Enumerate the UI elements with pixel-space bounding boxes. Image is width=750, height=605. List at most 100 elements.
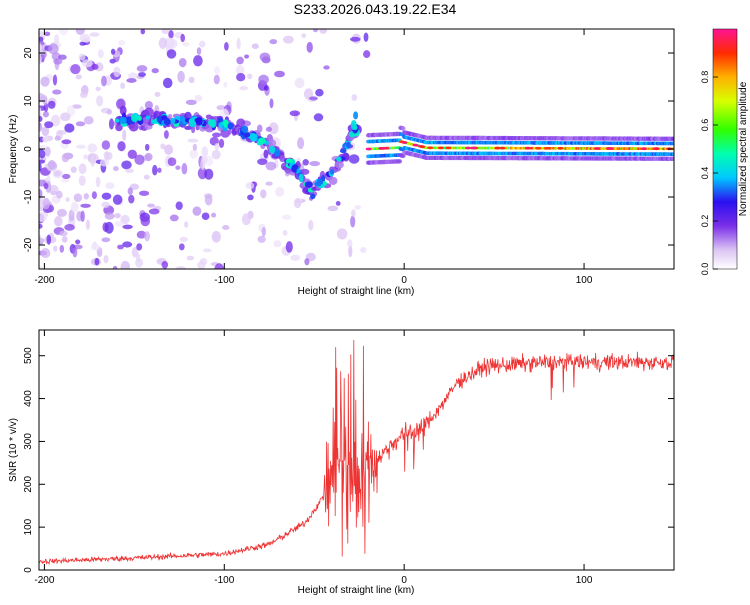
heatmap-cell	[120, 82, 126, 89]
heatmap-cell	[244, 54, 250, 59]
heatmap-cell	[323, 65, 330, 70]
heatmap-cell	[39, 188, 43, 199]
heatmap-cell	[184, 111, 192, 120]
heatmap-cell	[44, 121, 54, 129]
heatmap-cell	[336, 156, 342, 162]
heatmap-cell	[54, 135, 61, 141]
heatmap-cell	[97, 49, 104, 59]
heatmap-cell	[315, 88, 324, 97]
heatmap-cell	[61, 153, 70, 163]
heatmap-cell	[339, 148, 347, 154]
heatmap-cell	[201, 155, 208, 164]
heatmap-cell	[306, 41, 313, 53]
heatmap-cell	[95, 86, 101, 92]
heatmap-cell	[39, 36, 44, 42]
heatmap-cell	[87, 143, 98, 153]
snr-ytick-label: 500	[23, 347, 34, 364]
heatmap-cell	[182, 42, 190, 47]
heatmap-cell	[89, 32, 100, 37]
heatmap-cell	[161, 29, 170, 35]
heatmap-cell	[227, 122, 234, 130]
heatmap-cell	[265, 161, 277, 171]
heatmap-cell	[128, 194, 135, 204]
heatmap-cell	[607, 147, 614, 150]
heatmap-cell	[64, 224, 75, 231]
heatmap-cell	[61, 139, 72, 145]
heatmap-cell	[127, 149, 137, 160]
heatmap-cell	[47, 160, 56, 170]
heatmap-cell	[105, 182, 115, 189]
heatmap-cell	[328, 176, 338, 185]
snr-ticks: -200 -100 0 100 0 100 200 300 400 500	[23, 330, 674, 586]
heatmap-cell	[59, 244, 65, 253]
heatmap-cell	[298, 173, 304, 183]
heatmap-cell	[83, 116, 94, 125]
snr-frame	[38, 329, 675, 571]
chart-title: S233.2026.043.19.22.E34	[294, 1, 457, 17]
heatmap-cell	[120, 214, 130, 225]
heatmap-cell	[109, 58, 116, 64]
heatmap-cell	[353, 111, 359, 120]
heatmap-cell	[158, 37, 168, 49]
heatmap-cell	[197, 261, 206, 269]
heatmap-cell	[300, 168, 310, 175]
heatmap-cell	[351, 94, 358, 101]
heatmap-cell	[117, 244, 124, 250]
heatmap-cell	[211, 149, 221, 160]
heatmap-cell	[148, 208, 160, 215]
heatmap-cell	[179, 236, 188, 243]
heatmap-cell	[470, 146, 477, 150]
heatmap-cell	[336, 228, 348, 240]
snr-ytick-label: 0	[23, 567, 34, 573]
heatmap-cell	[281, 214, 292, 220]
colorbar: 0.0 0.2 0.4 0.6 0.8 Normalized spectral ampl…	[700, 28, 749, 275]
heatmap-cell	[46, 234, 52, 245]
heatmap-cell	[163, 118, 171, 126]
heatmap-cell	[103, 151, 109, 160]
heatmap-cell	[236, 37, 241, 50]
heatmap-cell	[247, 73, 253, 80]
heatmap-cell	[101, 201, 110, 208]
snr-xtick-label: -200	[34, 575, 54, 586]
heatmap-cell	[223, 119, 229, 128]
heatmap-cell	[108, 118, 115, 130]
spectrogram-ytick-label: -20	[23, 237, 34, 252]
heatmap-cell	[81, 59, 93, 68]
heatmap-cell	[94, 257, 100, 266]
heatmap-cell	[112, 194, 123, 205]
heatmap-cell	[114, 221, 124, 227]
heatmap-cell	[202, 248, 212, 253]
heatmap-cell	[80, 203, 91, 208]
heatmap-cell	[39, 237, 45, 243]
heatmap-cell	[76, 144, 86, 149]
heatmap-cell	[39, 124, 43, 132]
heatmap-cell	[75, 74, 82, 80]
heatmap-cell	[256, 124, 263, 133]
snr-ytick-label: 400	[23, 390, 34, 407]
heatmap-cell	[43, 135, 50, 141]
heatmap-cell	[119, 116, 127, 125]
heatmap-cell	[265, 181, 273, 186]
heatmap-cell	[236, 118, 246, 128]
heatmap-cell	[354, 205, 362, 210]
heatmap-cell	[250, 133, 259, 142]
heatmap-cell	[400, 153, 406, 159]
heatmap-cell	[241, 213, 251, 226]
heatmap-cell	[263, 149, 269, 159]
heatmap-cell	[282, 35, 294, 44]
heatmap-cell	[257, 158, 268, 165]
heatmap-cell	[397, 159, 403, 164]
spectrogram-heatmap	[39, 29, 674, 269]
heatmap-cell	[175, 266, 186, 269]
spectrogram-xtick-label: -100	[214, 275, 234, 286]
heatmap-cell	[50, 114, 61, 127]
heatmap-cell	[160, 143, 166, 150]
heatmap-cell	[106, 109, 113, 115]
heatmap-cell	[135, 252, 141, 263]
heatmap-cell	[186, 255, 195, 261]
heatmap-cell	[79, 33, 91, 43]
heatmap-cell	[48, 43, 59, 55]
heatmap-cell	[671, 156, 674, 161]
heatmap-cell	[114, 212, 121, 219]
heatmap-cell	[363, 50, 371, 59]
